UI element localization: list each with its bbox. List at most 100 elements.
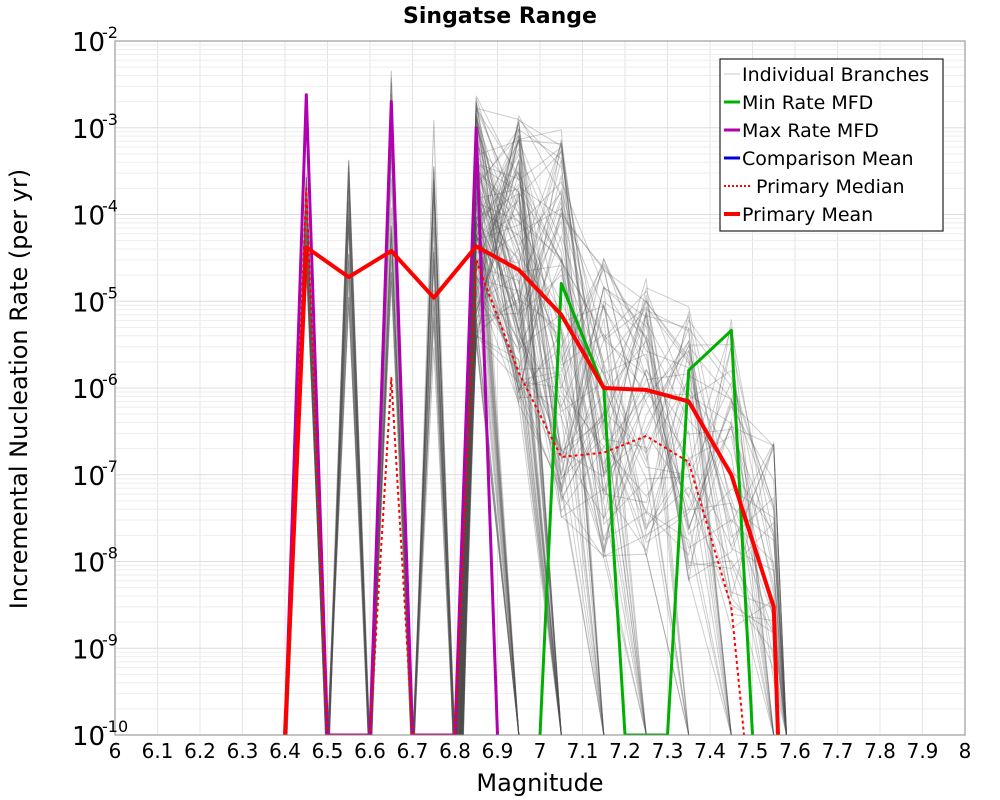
branch-line [458, 139, 787, 735]
y-tick-exponent: -7 [102, 457, 118, 476]
branch-line [462, 128, 562, 735]
branch-line [454, 290, 787, 735]
x-axis-label: Magnitude [476, 769, 603, 797]
branch-line [413, 120, 455, 735]
branch-line [462, 133, 562, 735]
legend: Individual Branches Min Rate MFD Max Rate … [719, 58, 944, 232]
branch-line [327, 253, 370, 735]
branch-line [454, 128, 605, 735]
branch-line [327, 261, 370, 735]
branch-line [459, 107, 775, 735]
branch-line [459, 135, 787, 735]
branch-line [456, 318, 520, 735]
branch-line [328, 183, 370, 735]
branch-line [457, 181, 732, 735]
branch-line [455, 221, 787, 735]
plot-frame [114, 40, 966, 736]
branch-line [371, 178, 412, 735]
y-tick-label: 10 [72, 462, 105, 492]
branch-line [461, 103, 787, 735]
x-tick-label: 8 [959, 739, 972, 763]
branch-line [459, 234, 605, 735]
branch-line [414, 252, 456, 735]
branch-line [462, 335, 520, 735]
x-tick-label: 7.4 [694, 739, 726, 763]
y-axis-label: Incremental Nucleation Rate (per yr) [5, 169, 33, 609]
branch-line [327, 220, 369, 735]
branch-line [371, 226, 412, 735]
branch-line [456, 168, 605, 735]
y-tick-label: 10 [72, 722, 105, 752]
branch-line [455, 167, 787, 735]
branch-line [459, 181, 775, 735]
branch-line [454, 234, 732, 735]
x-tick-label: 7.1 [567, 739, 599, 763]
branch-line [327, 160, 370, 735]
x-tick-label: 6.7 [397, 739, 429, 763]
branch-line [371, 260, 413, 735]
branch-line [414, 306, 455, 735]
branch-line [329, 165, 370, 735]
branch-line [459, 182, 562, 735]
branch-line [457, 140, 562, 735]
branch-line [455, 343, 520, 735]
branch-line [461, 114, 605, 735]
x-tick-label: 7.5 [737, 739, 769, 763]
branch-line [456, 194, 732, 735]
branch-line [455, 232, 787, 735]
legend-label: Primary Median [756, 176, 905, 198]
branch-line [463, 186, 647, 735]
branch-line [459, 149, 787, 735]
branch-line [413, 189, 456, 735]
chart-title: Singatse Range [403, 4, 597, 29]
y-tick-label: 10 [72, 288, 105, 318]
y-tick-exponent: -9 [102, 630, 118, 649]
branch-line [459, 153, 775, 735]
x-tick-label: 7.2 [609, 739, 641, 763]
branch-line [454, 124, 732, 735]
y-tick-label: 10 [72, 549, 105, 579]
branch-line [371, 237, 413, 735]
branch-line [461, 122, 605, 735]
branch-line [413, 181, 455, 735]
branch-line [457, 119, 690, 735]
series-primary-median [284, 187, 745, 735]
branch-line [412, 317, 456, 735]
x-tick-label: 7.3 [652, 739, 684, 763]
y-tick-exponent: -4 [102, 197, 118, 216]
y-tick-label: 10 [72, 115, 105, 145]
branch-line [460, 142, 787, 735]
branch-line [413, 289, 456, 735]
branch-line [413, 180, 455, 735]
branch-line [412, 247, 454, 735]
branch-line [460, 120, 562, 735]
y-tick-exponent: -5 [102, 283, 118, 302]
branch-line [328, 214, 370, 735]
y-tick-label: 10 [72, 375, 105, 405]
branch-line [460, 182, 520, 735]
branch-line [462, 172, 787, 735]
branch-line [461, 113, 732, 735]
branch-line [413, 199, 454, 735]
branch-line [459, 116, 787, 735]
branch-line [459, 169, 562, 735]
branch-line [412, 216, 454, 735]
branch-line [459, 192, 562, 735]
y-tick-label: 10 [72, 635, 105, 665]
branch-line [413, 321, 454, 735]
legend-label: Primary Mean [742, 204, 873, 226]
branch-line [328, 226, 370, 735]
y-tick-label: 10 [72, 202, 105, 232]
y-tick-exponent: -8 [102, 544, 118, 563]
y-tick-exponent: -3 [102, 110, 118, 129]
branch-line [460, 219, 647, 735]
branch-line [457, 106, 787, 735]
branch-line [458, 202, 787, 735]
branch-line [455, 207, 787, 735]
x-tick-label: 6.8 [439, 739, 471, 763]
branch-line [370, 207, 413, 735]
branch-line [327, 271, 369, 735]
branch-line [459, 340, 520, 735]
